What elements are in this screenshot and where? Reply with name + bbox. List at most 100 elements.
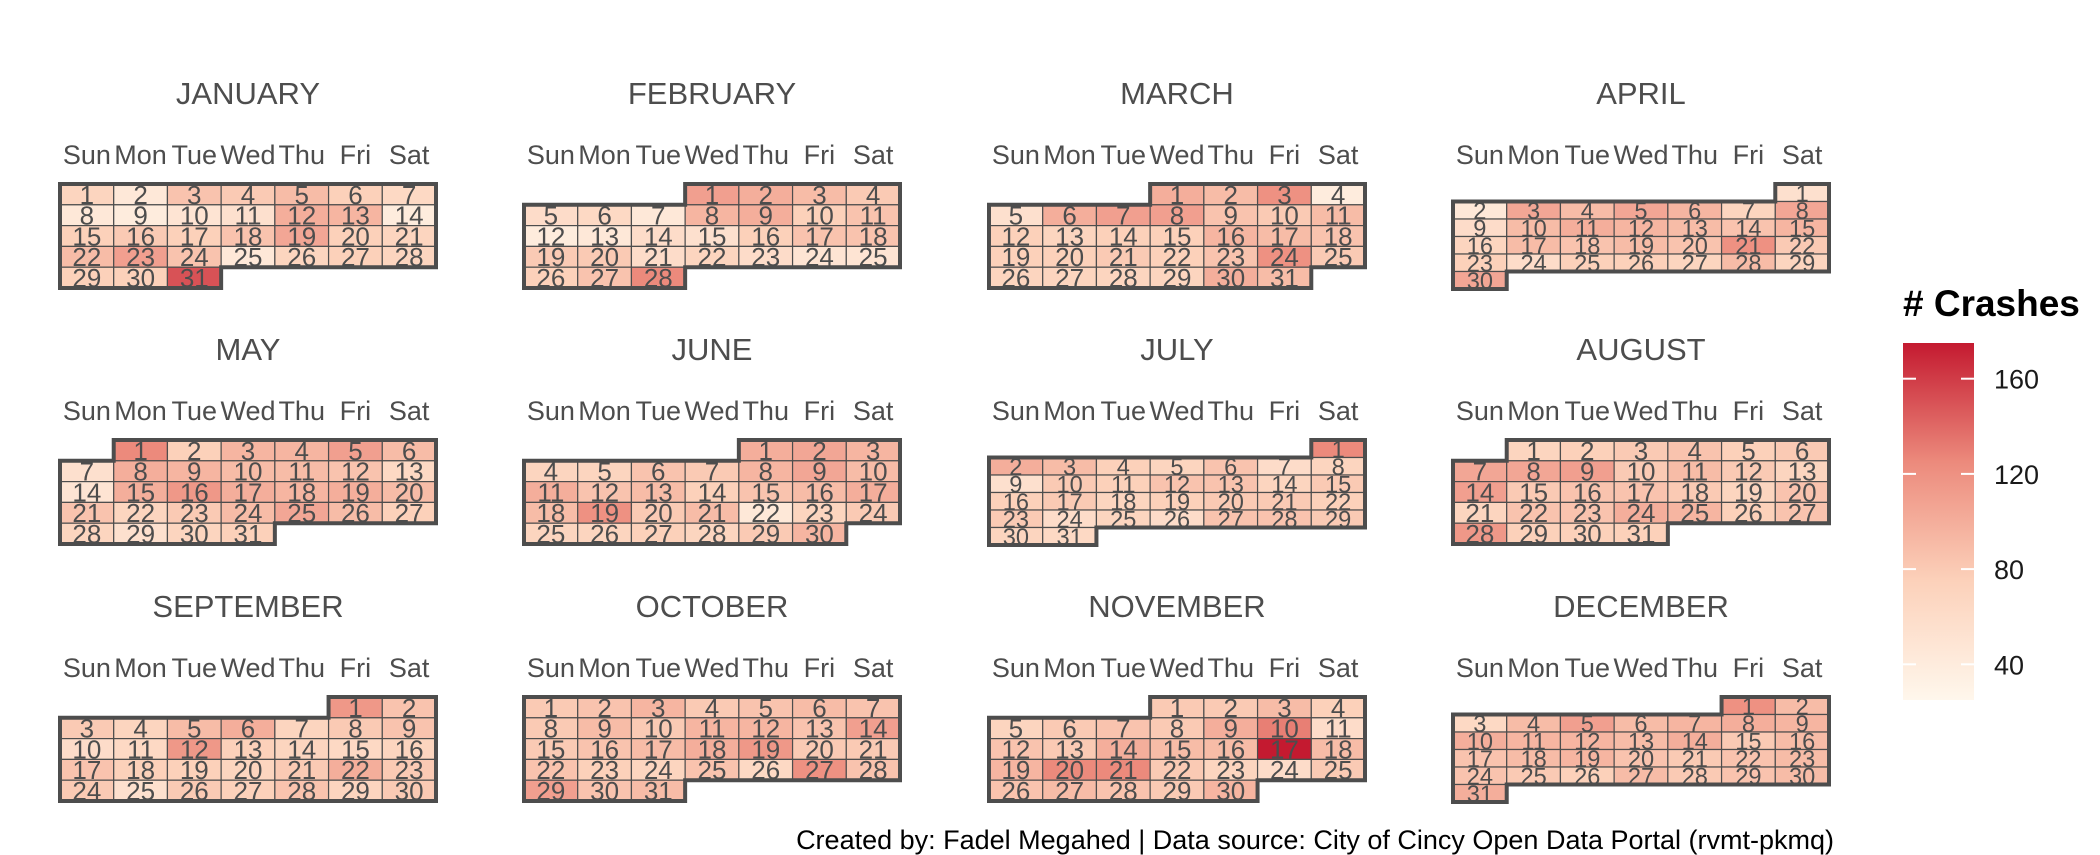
month-outline <box>987 695 1367 803</box>
weekday-label: Sun <box>527 140 575 170</box>
weekday-label: Thu <box>742 396 789 426</box>
weekday-label: Mon <box>114 653 167 683</box>
day-number: 6 <box>651 457 665 487</box>
legend-tick-label: 120 <box>1994 460 2039 490</box>
weekday-label: Mon <box>1507 396 1560 426</box>
month-title: JANUARY <box>176 76 320 111</box>
day-number: 7 <box>705 457 719 487</box>
day-number: 6 <box>1634 712 1647 738</box>
day-number: 5 <box>758 693 772 723</box>
day-number: 9 <box>1580 457 1594 487</box>
weekday-label: Tue <box>1101 653 1147 683</box>
weekday-label: Sun <box>992 653 1040 683</box>
day-number: 2 <box>187 436 201 466</box>
weekday-label: Sat <box>853 396 894 426</box>
month-outline <box>987 438 1367 547</box>
weekday-label: Sat <box>1782 396 1823 426</box>
weekday-label: Tue <box>1101 396 1147 426</box>
weekday-label: Sun <box>63 140 111 170</box>
day-number: 3 <box>812 180 826 210</box>
weekday-label: Sun <box>1456 140 1504 170</box>
weekday-label: Wed <box>1613 140 1668 170</box>
day-number: 5 <box>1634 199 1647 225</box>
weekday-label: Mon <box>578 140 631 170</box>
weekday-label: Sat <box>1318 396 1359 426</box>
day-number: 9 <box>812 457 826 487</box>
weekday-label: Thu <box>1671 396 1718 426</box>
weekday-label: Sun <box>527 396 575 426</box>
day-number: 9 <box>187 457 201 487</box>
day-number: 5 <box>294 180 308 210</box>
day-number: 3 <box>80 714 94 744</box>
day-number: 6 <box>1062 201 1076 231</box>
day-number: 4 <box>544 457 558 487</box>
day-number: 7 <box>402 180 416 210</box>
day-number: 9 <box>597 714 611 744</box>
color-legend: # Crashes 40 80 120 160 <box>1903 283 2080 700</box>
day-number: 3 <box>1527 199 1540 225</box>
day-number: 4 <box>705 693 719 723</box>
weekday-label: Tue <box>636 396 682 426</box>
day-number: 8 <box>544 714 558 744</box>
weekday-label: Thu <box>278 140 325 170</box>
day-number: 9 <box>1796 712 1809 738</box>
day-number: 2 <box>1009 455 1022 481</box>
day-number: 4 <box>1331 180 1345 210</box>
month-outline <box>522 438 902 546</box>
day-number: 9 <box>758 201 772 231</box>
month-outline <box>58 438 438 546</box>
day-number: 2 <box>1580 436 1594 466</box>
day-number: 8 <box>348 714 362 744</box>
day-number: 1 <box>80 180 94 210</box>
day-number: 4 <box>241 180 255 210</box>
day-number: 7 <box>294 714 308 744</box>
day-number: 5 <box>187 714 201 744</box>
month-outline <box>58 695 438 803</box>
weekday-label: Fri <box>1269 396 1300 426</box>
month-outline <box>522 695 902 803</box>
weekday-label: Thu <box>742 653 789 683</box>
day-number: 1 <box>1170 693 1184 723</box>
day-number: 3 <box>1473 712 1486 738</box>
weekday-label: Fri <box>804 396 835 426</box>
day-number: 2 <box>133 180 147 210</box>
day-number: 8 <box>1796 199 1809 225</box>
day-number: 6 <box>1688 199 1701 225</box>
month-outline <box>987 182 1367 290</box>
weekday-label: Thu <box>1207 396 1254 426</box>
day-number: 6 <box>1062 714 1076 744</box>
weekday-label: Thu <box>1207 653 1254 683</box>
day-number: 8 <box>1742 712 1755 738</box>
data-source-caption: Created by: Fadel Megahed | Data source:… <box>796 825 1834 855</box>
day-number: 8 <box>758 457 772 487</box>
day-number: 1 <box>1332 437 1345 463</box>
month-title: DECEMBER <box>1553 589 1729 624</box>
day-number: 3 <box>1277 180 1291 210</box>
legend-tick-label: 160 <box>1994 365 2039 395</box>
weekday-label: Mon <box>1507 140 1560 170</box>
day-number: 6 <box>1224 455 1237 481</box>
month-title: MAY <box>216 332 281 367</box>
month-title: SEPTEMBER <box>152 589 343 624</box>
day-number: 7 <box>80 457 94 487</box>
weekday-label: Thu <box>1207 140 1254 170</box>
day-number: 8 <box>133 457 147 487</box>
weekday-label: Fri <box>1269 140 1300 170</box>
weekday-label: Mon <box>578 653 631 683</box>
day-number: 8 <box>1332 455 1345 481</box>
weekday-label: Sat <box>389 396 430 426</box>
weekday-label: Tue <box>1565 653 1611 683</box>
weekday-label: Fri <box>1733 140 1764 170</box>
day-number: 2 <box>1223 693 1237 723</box>
weekday-label: Sun <box>1456 653 1504 683</box>
day-number: 1 <box>133 436 147 466</box>
weekday-label: Thu <box>1671 140 1718 170</box>
day-number: 6 <box>402 436 416 466</box>
month-title: OCTOBER <box>636 589 789 624</box>
day-number: 6 <box>812 693 826 723</box>
